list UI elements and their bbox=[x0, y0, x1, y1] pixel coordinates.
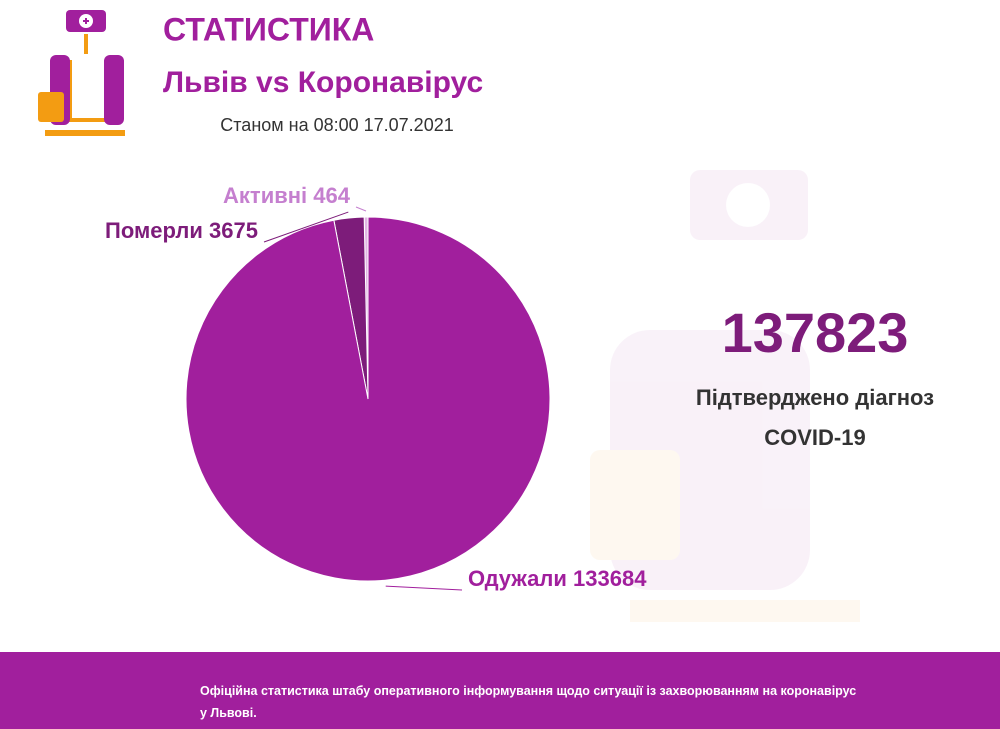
leader-line bbox=[355, 206, 367, 212]
leader-line bbox=[385, 585, 463, 591]
slice-label-name: Одужали bbox=[468, 566, 567, 591]
title: СТАТИСТИКА bbox=[163, 11, 374, 47]
footer-text: Офіційна статистика штабу оперативного і… bbox=[200, 684, 857, 720]
watermark bbox=[590, 170, 860, 622]
slice-label: Активні 464 bbox=[223, 183, 351, 208]
confirmed-total: 137823 bbox=[722, 301, 909, 364]
confirmed-caption: Підтверджено діагноз COVID-19 bbox=[695, 385, 935, 450]
logo bbox=[38, 10, 125, 136]
subtitle: Львів vs Коронавірус bbox=[163, 66, 483, 99]
footer: Офіційна статистика штабу оперативного і… bbox=[0, 652, 1000, 729]
pie: Активні 464 Померли 3675 Одужали 133684 bbox=[105, 183, 647, 591]
slice-label: Одужали 133684 bbox=[468, 566, 647, 591]
slice-label-value: 3675 bbox=[209, 218, 258, 243]
date: Станом на 08:00 17.07.2021 bbox=[220, 115, 453, 135]
pie-slice bbox=[185, 216, 551, 582]
slice-label-value: 464 bbox=[313, 183, 350, 208]
slice-label: Померли 3675 bbox=[105, 218, 258, 243]
slice-label-value: 133684 bbox=[573, 566, 647, 591]
slice-label-name: Активні bbox=[223, 183, 307, 208]
leader-line bbox=[263, 211, 349, 243]
slice-label-name: Померли bbox=[105, 218, 203, 243]
